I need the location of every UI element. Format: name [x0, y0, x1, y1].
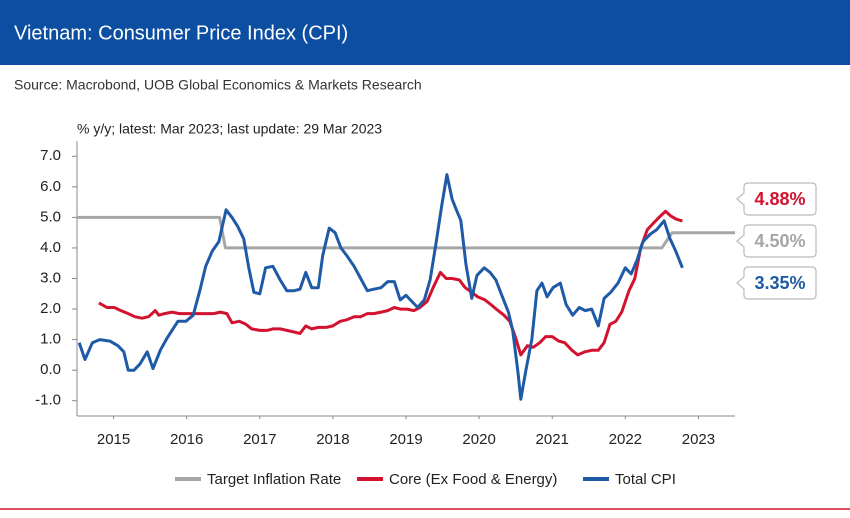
y-tick-label: 2.0 [40, 300, 61, 317]
callout-box [736, 266, 817, 300]
callout-label: 4.50% [754, 231, 805, 251]
legend-label: Target Inflation Rate [207, 471, 341, 488]
x-tick-label: 2023 [682, 431, 715, 448]
x-tick-label: 2021 [536, 431, 569, 448]
callout-box [736, 224, 817, 258]
x-tick-label: 2020 [462, 431, 495, 448]
x-tick-label: 2019 [389, 431, 422, 448]
source: Source: Macrobond, UOB Global Economics … [14, 77, 422, 93]
series-line [77, 173, 684, 401]
header-band [0, 0, 850, 65]
callout-box [736, 182, 817, 216]
y-tick-label: 4.0 [40, 239, 61, 256]
x-tick-label: 2022 [609, 431, 642, 448]
callout-label: 3.35% [754, 273, 805, 293]
y-tick-label: 0.0 [40, 361, 61, 378]
x-tick-label: 2015 [97, 431, 130, 448]
legend-label: Total CPI [615, 471, 676, 488]
chart-subtitle: % y/y; latest: Mar 2023; last update: 29… [77, 121, 382, 137]
series-line [77, 215, 735, 250]
x-tick-label: 2016 [170, 431, 203, 448]
series-line [98, 209, 683, 357]
legend-label: Core (Ex Food & Energy) [389, 471, 557, 488]
x-tick-label: 2018 [316, 431, 349, 448]
y-tick-label: 3.0 [40, 269, 61, 286]
header-title: Vietnam: Consumer Price Index (CPI) [14, 22, 348, 44]
x-tick-label: 2017 [243, 431, 276, 448]
callout-label: 4.88% [754, 189, 805, 209]
y-tick-label: 5.0 [40, 208, 61, 225]
y-tick-label: 6.0 [40, 178, 61, 195]
y-tick-label: -1.0 [35, 392, 61, 409]
y-tick-label: 1.0 [40, 331, 61, 348]
y-tick-label: 7.0 [40, 147, 61, 164]
